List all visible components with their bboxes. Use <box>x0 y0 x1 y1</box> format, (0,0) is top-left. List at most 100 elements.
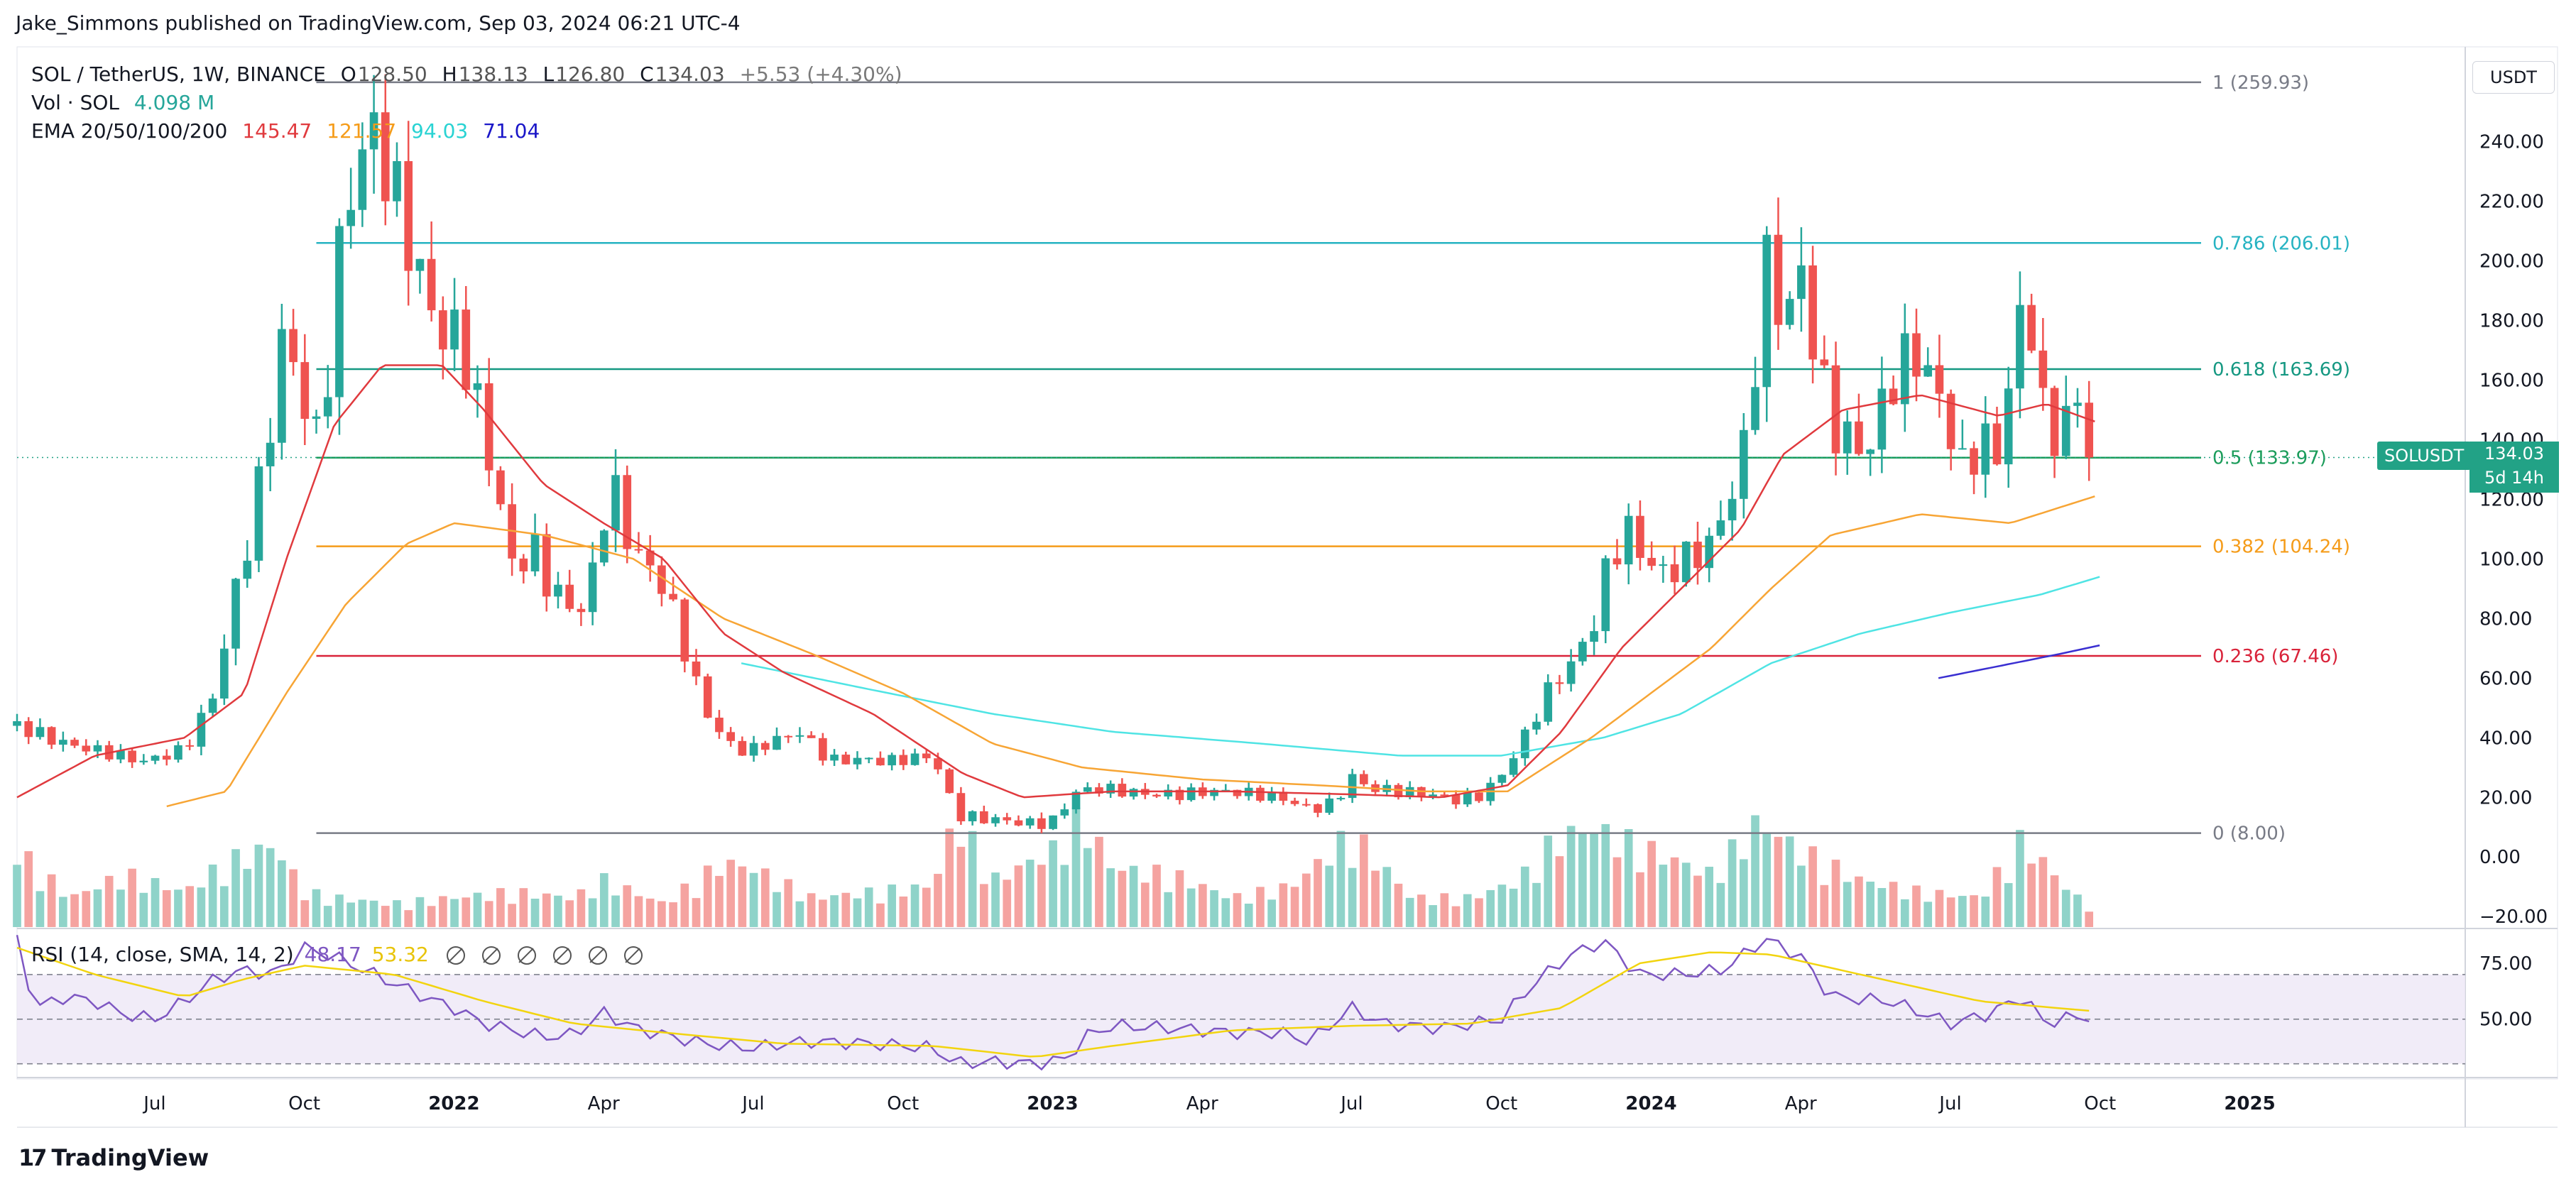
candle-body <box>749 743 758 756</box>
candle-body <box>185 745 195 747</box>
candle-body <box>1394 784 1403 798</box>
volume-bar <box>1290 887 1299 927</box>
time-tick-label: 2023 <box>1027 1093 1078 1114</box>
candle-body <box>197 713 206 747</box>
tradingview-logo[interactable]: 𝟭𝟳 TradingView <box>18 1144 209 1171</box>
rsi-legend[interactable]: RSI (14, close, SMA, 14, 2) 48.17 53.32 <box>31 943 660 966</box>
volume-bar <box>1739 859 1748 927</box>
volume-bar <box>151 877 160 927</box>
candle-body <box>369 112 378 150</box>
volume-bar <box>853 898 862 927</box>
volume-bar <box>47 874 56 927</box>
time-tick-label: Apr <box>1186 1093 1218 1114</box>
candle-body <box>1164 789 1173 797</box>
candle-body <box>760 743 770 750</box>
volume-bar <box>599 873 608 927</box>
candle-body <box>381 112 390 202</box>
high-value: 138.13 <box>458 62 528 86</box>
volume-bar <box>24 851 33 927</box>
volume-bar <box>979 884 988 927</box>
currency-selector[interactable]: USDT <box>2472 61 2555 94</box>
candle-body <box>1359 774 1368 784</box>
volume-bar <box>369 900 378 927</box>
candle-body <box>1301 804 1311 806</box>
candle-body <box>1405 787 1414 798</box>
volume-bar <box>991 872 1000 927</box>
candle-body <box>1877 388 1887 450</box>
time-tick-label: Oct <box>2084 1093 2116 1114</box>
candle-body <box>807 735 816 738</box>
candle-body <box>1233 789 1242 796</box>
candle-body <box>1152 794 1161 797</box>
candle-body <box>1509 758 1518 775</box>
candle-body <box>1946 393 1955 449</box>
time-tick-label: Oct <box>288 1093 320 1114</box>
volume-bar <box>956 846 966 927</box>
volume-bar <box>1382 867 1392 927</box>
change-value: +5.53 (+4.30%) <box>739 62 902 86</box>
candle-body <box>254 466 263 561</box>
fib-level-label: 0.382 (104.24) <box>2212 537 2350 558</box>
volume-bar <box>36 891 45 927</box>
rsi-label[interactable]: RSI (14, close, SMA, 14, 2) <box>31 943 294 966</box>
candle-body <box>1314 804 1322 813</box>
volume-bar <box>1129 865 1138 927</box>
ema50-line <box>166 495 2095 808</box>
candle-body <box>335 226 344 398</box>
time-tick-label: Oct <box>887 1093 919 1114</box>
candle-body <box>2050 388 2059 456</box>
volume-bar <box>1877 888 1887 927</box>
volume-bar <box>116 889 125 927</box>
price-tick-label: 100.00 <box>2479 549 2544 570</box>
low-label: L <box>542 62 555 86</box>
candle-body <box>1601 558 1610 632</box>
high-label: H <box>442 62 457 86</box>
candle-body <box>1129 789 1138 797</box>
candle-body <box>1325 798 1334 813</box>
fib-level-label: 0.236 (67.46) <box>2212 646 2338 667</box>
volume-bar <box>439 896 447 927</box>
volume-bar <box>1014 865 1023 927</box>
volume-bar <box>93 889 102 927</box>
candle-body <box>1003 817 1012 821</box>
symbol-legend[interactable]: SOL / TetherUS, 1W, BINANCE O128.50 H138… <box>31 62 919 86</box>
volume-bar <box>1210 890 1218 927</box>
rsi-tick-label: 50.00 <box>2479 1009 2532 1031</box>
hidden-value-icon <box>446 946 465 965</box>
volume-label[interactable]: Vol · SOL <box>31 91 120 114</box>
candle-body <box>1923 365 1933 377</box>
volume-bar <box>1106 868 1115 927</box>
candle-body <box>1751 387 1759 430</box>
ema-legend[interactable]: EMA 20/50/100/200 145.47 121.57 94.03 71… <box>31 119 548 143</box>
volume-bar <box>1693 875 1702 927</box>
volume-bar <box>208 864 217 927</box>
volume-bar <box>1451 906 1461 927</box>
candle-body <box>530 534 540 571</box>
candle-body <box>278 329 286 443</box>
volume-bar <box>1889 882 1898 927</box>
volume-bar <box>104 875 114 927</box>
volume-bar <box>1681 862 1691 927</box>
candle-body <box>2004 388 2013 465</box>
candle-body <box>611 475 620 531</box>
candle-body <box>577 608 586 613</box>
volume-bar <box>1762 832 1772 927</box>
volume-bar <box>841 892 851 927</box>
volume-bar <box>1716 882 1725 927</box>
volume-legend[interactable]: Vol · SOL 4.098 M <box>31 91 223 114</box>
ema-label[interactable]: EMA 20/50/100/200 <box>31 119 228 143</box>
volume-bar <box>1256 887 1265 927</box>
volume-bar <box>1900 899 1909 927</box>
price-tick-label: 220.00 <box>2479 192 2544 213</box>
volume-bar <box>565 900 574 927</box>
volume-bar <box>473 892 482 927</box>
candle-body <box>945 769 954 794</box>
candle-body <box>2073 402 2082 406</box>
candle-body <box>415 258 425 271</box>
volume-bar <box>715 875 724 927</box>
symbol-name[interactable]: SOL / TetherUS, 1W, BINANCE <box>31 62 326 86</box>
volume-bar <box>1601 823 1610 927</box>
candle-body <box>1659 564 1668 566</box>
candle-body <box>1590 631 1598 642</box>
candle-body <box>1095 787 1103 794</box>
